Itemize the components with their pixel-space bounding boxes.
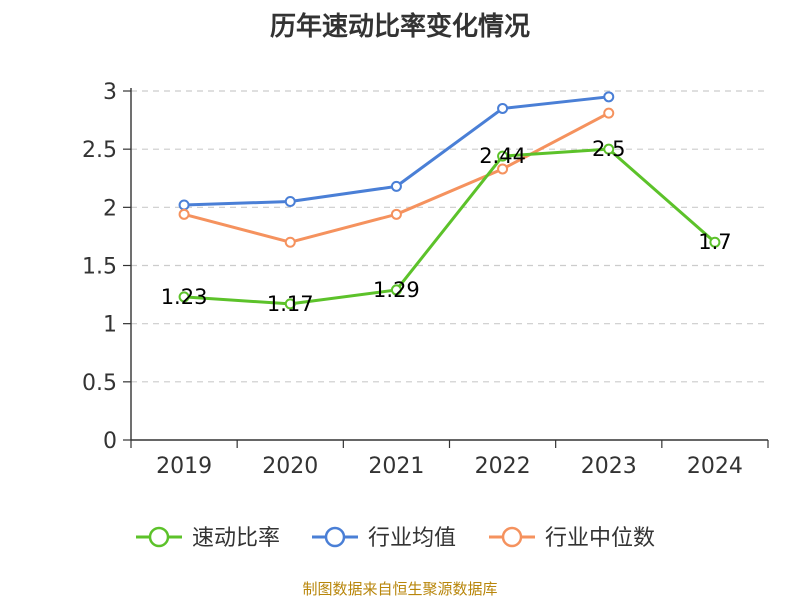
legend-marker-1 — [324, 526, 346, 548]
data-point-0-3 — [497, 150, 509, 162]
data-point-2-3 — [497, 163, 509, 175]
y-tick-label: 1.5 — [82, 255, 117, 280]
data-point-1-3 — [497, 102, 509, 114]
data-point-1-4 — [603, 91, 615, 103]
data-point-2-1 — [284, 236, 296, 248]
data-point-0-1 — [284, 298, 296, 310]
y-tick-label: 2.5 — [82, 138, 117, 163]
data-point-0-0 — [178, 291, 190, 303]
data-point-1-2 — [390, 180, 402, 192]
x-tick-label: 2019 — [156, 454, 212, 479]
series-line-0 — [183, 147, 716, 306]
chart-title: 历年速动比率变化情况 — [269, 12, 530, 42]
data-point-0-4 — [603, 143, 615, 155]
series-line-2 — [183, 111, 610, 244]
legend-marker-2 — [501, 526, 523, 548]
data-label: 1.23 — [161, 285, 208, 309]
data-point-2-2 — [390, 208, 402, 220]
y-tick-label: 1 — [103, 313, 117, 338]
source-note: 制图数据来自恒生聚源数据库 — [302, 580, 498, 598]
legend: 速动比率 行业均值 行业中位数 — [136, 526, 655, 551]
y-tick-label: 2 — [103, 196, 117, 221]
x-tick-label: 2024 — [687, 454, 743, 479]
legend-label-0: 速动比率 — [192, 526, 280, 551]
data-label: 2.44 — [479, 144, 526, 168]
x-tick-label: 2023 — [581, 454, 637, 479]
data-label: 1.29 — [373, 278, 420, 302]
x-tick-label: 2021 — [368, 454, 424, 479]
legend-label-1: 行业均值 — [368, 526, 456, 551]
grid-lines — [131, 90, 768, 383]
axes: 0 0.5 1 1.5 2 2.5 3 2019 2020 2021 2022 2023 2024 — [82, 80, 769, 479]
data-label: 2.5 — [592, 137, 625, 161]
data-labels: 1.23 1.17 1.29 2.44 2.5 1.7 — [161, 137, 732, 316]
data-label: 1.7 — [698, 230, 731, 254]
data-point-1-1 — [284, 196, 296, 208]
legend-label-2: 行业中位数 — [545, 526, 655, 551]
data-point-2-4 — [603, 107, 615, 119]
y-tick-label: 0 — [103, 429, 117, 454]
legend-marker-0 — [148, 526, 170, 548]
series-lines — [178, 91, 721, 310]
y-tick-label: 3 — [103, 80, 117, 105]
data-point-1-0 — [178, 199, 190, 211]
data-point-2-0 — [178, 208, 190, 220]
data-point-0-5 — [709, 236, 721, 248]
x-tick-label: 2020 — [262, 454, 318, 479]
y-tick-label: 0.5 — [82, 371, 117, 396]
x-tick-label: 2022 — [475, 454, 531, 479]
data-point-0-2 — [390, 284, 402, 296]
data-label: 1.17 — [267, 292, 314, 316]
